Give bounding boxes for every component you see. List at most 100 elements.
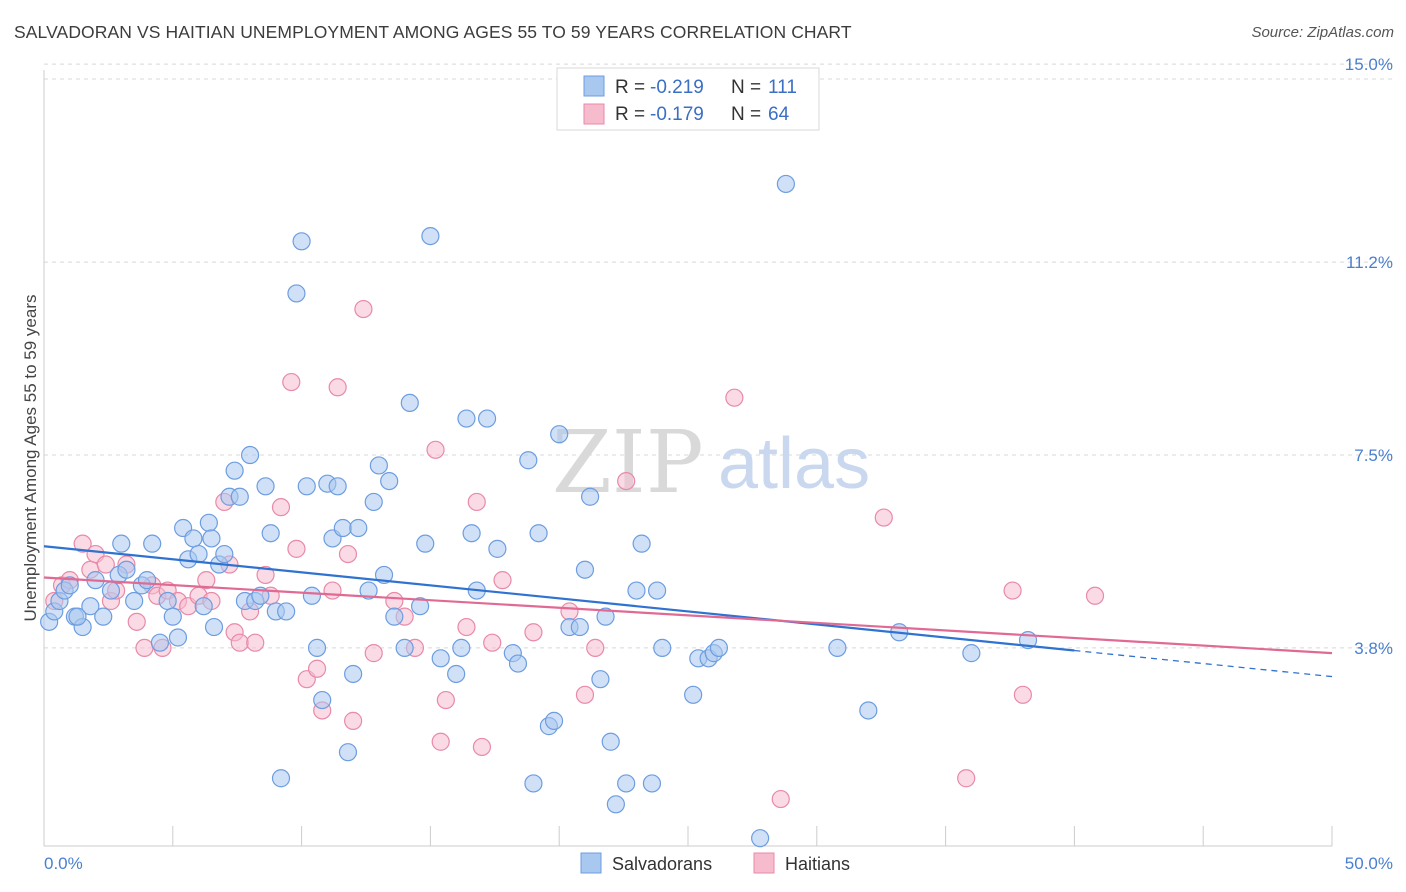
y-axis-label: Unemployment Among Ages 55 to 59 years <box>21 295 40 622</box>
salvadorans-point <box>606 795 625 814</box>
salvadorans-point <box>117 560 136 579</box>
salvadorans-point <box>215 544 234 564</box>
salvadorans-point <box>601 732 620 751</box>
haitians-point <box>575 685 595 704</box>
salvadorans-points <box>40 174 1038 848</box>
salvadorans-point <box>653 638 672 658</box>
haitians-legend-label: Haitians <box>785 854 850 874</box>
salvadorans-point <box>163 607 182 626</box>
legend-r-value-1: -0.219 <box>650 77 704 98</box>
salvadorans-point <box>137 571 157 590</box>
haitians-point <box>771 789 790 809</box>
y-tick-label: 15.0% <box>1345 55 1393 74</box>
watermark-zip: ZIP <box>552 413 704 513</box>
salvadorans-point <box>400 393 419 413</box>
haitians-point <box>493 571 512 590</box>
salvadorans-point <box>647 581 667 600</box>
salvadorans-point <box>68 607 87 626</box>
haitians-point <box>436 690 455 710</box>
salvadorans-point <box>94 607 113 626</box>
salvadorans-point <box>184 529 203 548</box>
watermark-atlas: atlas <box>718 424 870 504</box>
salvadorans-point <box>202 529 221 548</box>
haitians-point <box>271 498 291 517</box>
salvadorans-point <box>627 581 646 600</box>
salvadorans-point <box>380 471 399 491</box>
salvadorans-point <box>225 461 244 480</box>
salvadorans-point <box>333 518 352 538</box>
salvadorans-point <box>287 284 306 303</box>
salvadorans-point <box>632 534 651 553</box>
haitians-point <box>354 299 373 319</box>
salvadorans-point <box>297 477 316 496</box>
salvadorans-point <box>199 513 218 532</box>
haitians-point <box>467 492 486 512</box>
salvadorans-point <box>477 409 497 428</box>
haitians-point <box>307 659 327 678</box>
salvadorans-point <box>462 524 481 543</box>
gridlines <box>44 63 1392 649</box>
haitians-point <box>256 565 275 585</box>
salvadorans-point <box>101 581 121 600</box>
salvadorans-point <box>524 774 543 793</box>
salvadorans-point <box>359 581 378 600</box>
salvadorans-point <box>328 477 347 496</box>
haitians-swatch <box>753 852 775 874</box>
legend-r-label-1: R = <box>615 77 645 98</box>
legend-r-value-2: -0.179 <box>650 104 704 125</box>
haitians-point <box>483 633 502 652</box>
salvadorans-point <box>60 576 79 595</box>
salvadorans-point <box>529 524 548 543</box>
salvadorans-point <box>776 174 795 194</box>
source-credit: Source: ZipAtlas.com <box>1251 24 1394 41</box>
haitians-point <box>1003 581 1022 600</box>
y-tick-label: 7.5% <box>1354 446 1393 465</box>
salvadorans-point <box>395 638 414 658</box>
y-tick-label: 11.2% <box>1346 253 1393 272</box>
haitians-point <box>73 534 92 553</box>
salvadorans-point <box>307 638 327 658</box>
salvadorans-point <box>194 597 213 616</box>
legend-n-label-2: N = <box>731 104 761 125</box>
salvadorans-point <box>313 690 332 710</box>
salvadorans-point <box>416 534 435 553</box>
salvadorans-point <box>642 774 662 793</box>
haitians-point <box>1085 586 1105 605</box>
salvadorans-point <box>570 617 589 637</box>
haitians-point <box>230 633 249 652</box>
salvadorans-point <box>168 628 188 647</box>
salvadorans-point <box>431 649 450 668</box>
haitians-point <box>287 539 306 558</box>
legend-n-label-1: N = <box>731 77 761 98</box>
haitians-point <box>426 440 445 459</box>
haitians-point <box>524 623 543 642</box>
salvadorans-point <box>344 664 363 684</box>
haitians-point <box>127 612 146 631</box>
salvadorans-point <box>81 597 100 616</box>
legend-n-value-2: 64 <box>768 104 790 125</box>
salvadorans-point <box>385 607 404 626</box>
haitians-point <box>96 555 115 574</box>
salvadorans-point <box>410 597 430 616</box>
salvadorans-point <box>519 451 538 470</box>
salvadorans-point <box>338 743 358 762</box>
salvadorans-point <box>421 226 440 246</box>
salvadorans-point <box>302 586 322 605</box>
haitians-point <box>328 378 347 397</box>
x-tick-label-max: 50.0% <box>1345 854 1393 873</box>
salvadorans-legend-label: Salvadorans <box>612 854 712 874</box>
salvadorans-point <box>150 633 170 652</box>
stats-legend: R = -0.219 N = 111 R = -0.179 N = 64 <box>556 67 820 131</box>
x-axis-ticks <box>43 826 1333 846</box>
salvadorans-point <box>544 711 564 730</box>
salvadorans-swatch <box>580 852 602 874</box>
salvadorans-point <box>292 232 311 251</box>
haitians-point <box>282 372 301 392</box>
salvadorans-point <box>240 445 260 465</box>
y-tick-label: 3.8% <box>1354 639 1393 658</box>
salvadorans-point <box>709 638 729 658</box>
haitians-point <box>385 591 404 611</box>
salvadorans-point <box>488 539 507 558</box>
haitians-trend-line <box>43 576 1333 655</box>
salvadorans-point <box>158 591 177 611</box>
